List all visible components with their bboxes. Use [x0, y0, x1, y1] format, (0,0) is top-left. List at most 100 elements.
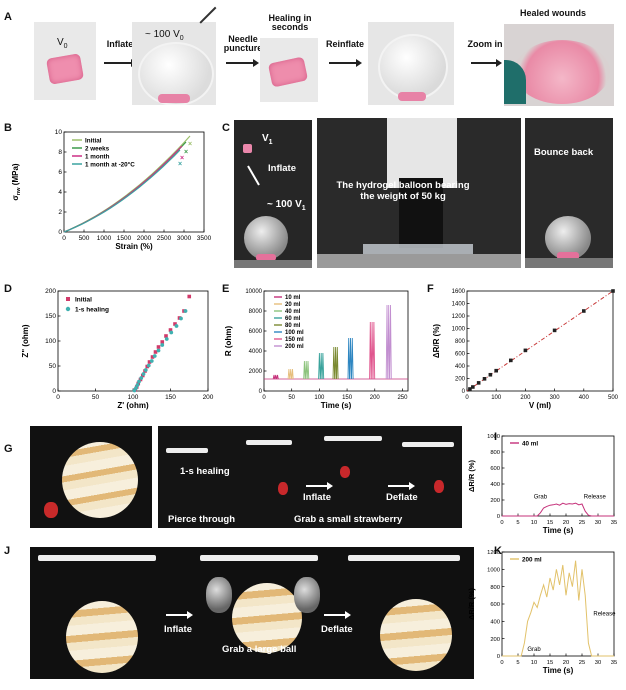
legend-label-0: Initial	[85, 138, 102, 145]
annotation-release: Release	[584, 494, 607, 500]
x-tick-label: 50	[288, 395, 295, 401]
panel-label-f: F	[427, 283, 434, 295]
y-tick-label: 1400	[452, 302, 466, 308]
data-point-8	[552, 328, 557, 333]
grab-large-ball-label: Grab a large ball	[222, 644, 297, 655]
data-point-1-9	[152, 354, 157, 358]
x-tick-label: 50	[92, 394, 100, 401]
x-tick-label: 500	[79, 235, 90, 242]
x-tick-label: 400	[579, 395, 590, 401]
y-tick-label: 1200	[487, 550, 500, 556]
chart-i: 0 5 10 15 20 25 30 35 0 200 400 600 800 1000 Time (s) Δ…	[467, 434, 617, 535]
y-tick-label: 400	[490, 482, 500, 488]
series-peaks-4	[332, 346, 339, 380]
y-axis-label: σnw (MPa)	[11, 163, 22, 200]
data-point-0-7	[147, 360, 152, 364]
data-point-5	[494, 368, 498, 373]
x-tick-label: 0	[500, 520, 503, 526]
data-point-4	[488, 372, 493, 377]
panel-label-j: J	[4, 545, 11, 557]
x-axis-label: Time (s)	[543, 526, 574, 535]
y-tick-label: 800	[490, 585, 500, 591]
small-cube-balloon-photo	[234, 120, 312, 268]
panel-label-g: G	[4, 443, 13, 455]
x-tick-label: 150	[165, 394, 176, 401]
healed-wounds-photo	[504, 24, 614, 106]
x-tick-label: 0	[262, 395, 266, 401]
data-point-1-7	[146, 363, 151, 368]
y-tick-label: 6	[58, 169, 62, 176]
chart-b: 0 500 1000 1500 2000 2500 3000 3500 0 2 4 6 8 10 Strai…	[11, 129, 212, 251]
healing-seconds-label: Healing in seconds	[268, 13, 312, 33]
x-tick-label: 200	[203, 394, 214, 401]
healed-wounds-label: Healed wounds	[519, 8, 586, 18]
y-axis-label: ΔR/R (%)	[432, 324, 441, 359]
y-axis-label: ΔR/R (%)	[467, 459, 476, 492]
arrow-h2	[388, 482, 415, 490]
data-point-1-4	[139, 376, 144, 380]
x-axis-label: Z' (ohm)	[117, 401, 149, 410]
series-peaks-3	[318, 352, 325, 380]
y-axis-label: ΔR/R (%)	[467, 587, 476, 620]
x-tick-label: 100	[491, 395, 502, 401]
x-tick-label: 20	[563, 520, 569, 526]
plot-frame	[263, 290, 409, 392]
data-point-0-9	[153, 350, 158, 354]
y-tick-label: 1600	[452, 289, 466, 295]
chart-e: 0 50 100 150 200 250 0 2000 4000 6000 8000 10000 Tim…	[224, 289, 409, 410]
y-tick-label: 0	[52, 388, 56, 395]
break-marker-0: ×	[188, 141, 192, 148]
reinflate-label: Reinflate	[325, 39, 364, 49]
y-tick-label: 400	[455, 364, 466, 370]
x-tick-label: 2500	[157, 235, 172, 242]
inflate-label-j: Inflate	[164, 624, 192, 635]
x-tick-label: 30	[595, 660, 601, 666]
y-tick-label: 2000	[249, 369, 263, 375]
legend-swatch-1	[65, 306, 71, 312]
data-point-1	[471, 385, 475, 389]
x-tick-label: 25	[579, 660, 585, 666]
x-tick-label: 15	[547, 520, 553, 526]
series-line-1	[63, 141, 187, 233]
legend-label-0: 10 ml	[285, 295, 301, 301]
y-tick-label: 600	[490, 466, 500, 472]
plot-frame	[501, 435, 615, 517]
series-peaks-6	[369, 321, 376, 380]
y-tick-label: 100	[45, 338, 56, 345]
bearing-weight-caption: The hydrogel balloon bearing the weight …	[336, 180, 470, 203]
y-tick-label: 50	[49, 363, 57, 370]
y-tick-label: 200	[455, 377, 466, 383]
data-point-1-10	[156, 348, 161, 353]
reinflated-balloon-photo	[368, 22, 454, 105]
y-tick-label: 0	[497, 514, 500, 520]
data-point-1-12	[164, 337, 169, 341]
healing-cube-photo	[260, 38, 318, 102]
x-axis-label: Time (s)	[543, 666, 574, 675]
legend-label-4: 80 ml	[285, 323, 301, 329]
annotation-release: Release	[593, 611, 616, 617]
zoom-in-label: Zoom in	[467, 39, 503, 49]
x-tick-label: 1000	[97, 235, 112, 242]
data-point-0-11	[160, 340, 165, 344]
y-tick-label: 2	[58, 209, 62, 216]
data-point-1-5	[141, 372, 146, 376]
legend-label-1: 2 weeks	[85, 146, 110, 153]
panel-label-d: D	[4, 283, 12, 295]
needle-puncture-label: Needle puncture	[223, 34, 263, 54]
chart-f: 0 100 200 300 400 500 0 200 400 600 800 1000 1200 140…	[432, 289, 619, 410]
grab-large-ball-photo	[30, 547, 474, 679]
x-tick-label: 20	[563, 660, 569, 666]
y-tick-label: 8000	[249, 309, 263, 315]
series-peaks-5	[347, 337, 354, 380]
data-point-6	[509, 358, 513, 363]
legend-label: 200 ml	[522, 556, 542, 563]
series-line-2	[63, 145, 183, 233]
data-point-0	[468, 387, 472, 391]
data-point-1-2	[135, 383, 140, 387]
data-point-2	[476, 381, 481, 385]
x-tick-label: 25	[579, 520, 585, 526]
bounce-back-label: Bounce back	[534, 147, 594, 158]
legend-label-5: 100 ml	[285, 330, 304, 336]
x-tick-label: 1500	[117, 235, 132, 242]
x-tick-label: 500	[608, 395, 619, 401]
